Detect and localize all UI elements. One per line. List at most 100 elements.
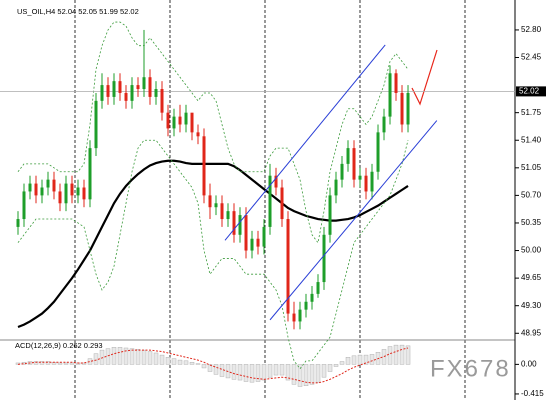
macd-bar [351,355,357,365]
channel-line [269,120,438,321]
candle-body [28,183,32,192]
candle-body [364,175,368,192]
candle-body [388,73,392,117]
candle-body [196,132,200,137]
macd-bar [243,364,249,382]
moving-average [17,159,409,328]
y-tick-label: 48.95 [521,328,542,337]
candle-body [64,183,68,204]
macd-tick-label: 0.00 [521,359,537,368]
candle-body [124,92,128,101]
candle-body [316,282,320,294]
y-tick-label: 49.65 [521,273,542,282]
macd-bar [129,348,135,365]
candle-body [142,77,146,90]
candle-body [220,203,224,220]
macd-bar [195,363,201,365]
candle-body [208,195,212,208]
candle-body [118,81,122,93]
candle-body [244,215,248,251]
candle-body [334,179,338,196]
candle-body [46,179,50,188]
y-tick-label: 50.35 [521,218,542,227]
y-tick-label: 50.00 [521,246,542,255]
macd-signal [17,347,409,384]
macd-bar [33,361,39,365]
candle-body [112,81,116,97]
candle-body [202,136,206,196]
bollinger-band [17,21,409,244]
macd-bar [105,348,111,365]
candle-body [400,92,404,125]
macd-bar [291,364,297,385]
macd-bar [297,364,303,387]
macd-bar [213,364,219,375]
macd-bar [165,357,171,365]
candle-body [106,85,110,97]
candle-body [154,89,158,97]
y-tick-label: 51.40 [521,135,542,144]
macd-bar [183,360,189,365]
macd-bar [189,361,195,365]
macd-bar [39,361,45,365]
macd-bar [93,353,99,365]
candle-body [298,309,302,322]
last-price-box [516,86,546,97]
candle-body [328,195,332,235]
candle-body [16,219,20,227]
macd-tick-label: -0.415 [521,389,544,398]
macd-bar [237,364,243,381]
macd-bar [333,364,339,367]
candle-body [76,187,80,196]
candle-body [268,175,272,227]
y-tick-label: 49.30 [521,301,542,310]
candle-body [190,112,194,133]
macd-bar [99,349,105,365]
macd-bar [111,347,117,365]
candle-body [148,77,152,97]
candle-body [40,187,44,196]
macd-bar [303,364,309,386]
header: US_OIL,H4 52.04 52.05 51.99 52.02 [17,7,139,16]
macd-bar [393,344,399,365]
macd-bar [231,364,237,380]
macd-bar [327,364,333,372]
candle-body [406,92,410,125]
candle-body [346,148,350,164]
macd-bar [345,357,351,365]
candle-body [394,73,398,93]
candle-body [178,116,182,125]
candle-body [292,313,296,322]
candle-body [58,191,62,204]
watermark: FX678 [430,355,511,382]
macd-bar [261,364,267,381]
macd-bar [285,364,291,381]
candle-body [358,175,362,180]
macd-bar [405,345,411,365]
candle-body [82,187,86,200]
macd-bar [267,364,273,378]
candle-body [22,191,26,220]
candle-body [226,211,230,220]
macd-label: ACD(12,26,9) 0.262 0.293 [15,341,103,350]
macd-bar [171,358,177,365]
macd-bar [117,347,123,365]
candle-body [322,234,326,283]
candle-body [382,116,386,133]
last-price-label: 52.02 [519,87,540,96]
candle-body [340,163,344,180]
y-tick-label: 52.45 [521,53,542,62]
candle-body [88,148,92,200]
macd-bar [177,359,183,365]
macd-bar [219,364,225,377]
macd-bar [321,364,327,378]
candle-body [376,132,380,172]
candle-body [262,226,266,247]
candle-body [184,112,188,125]
macd-bar [249,364,255,383]
macd-bar [153,352,159,365]
candle-body [70,183,74,196]
macd-bar [339,361,345,365]
y-tick-label: 50.70 [521,191,542,200]
